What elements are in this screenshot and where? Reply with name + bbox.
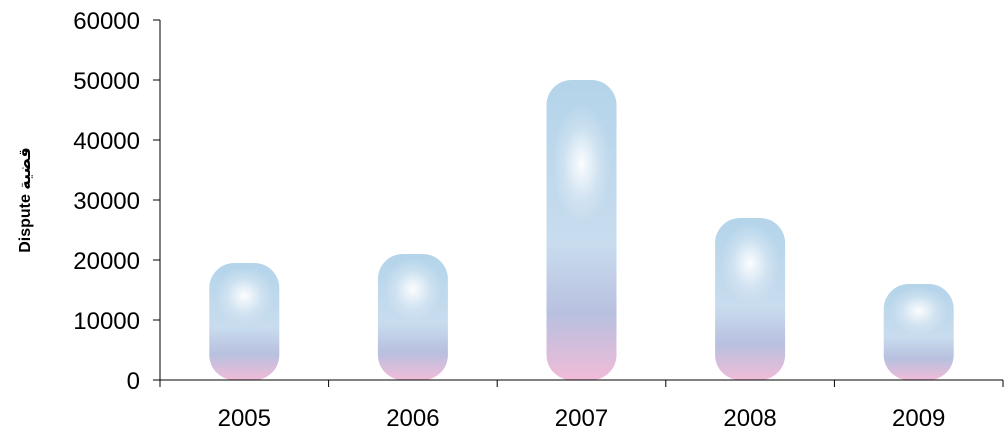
y-axis-ticks: 0 10000 20000 30000 40000 50000 60000: [73, 8, 160, 395]
y-tick-label: 20000: [73, 248, 140, 275]
bar-highlight: [889, 286, 949, 335]
x-tick-label: 2009: [892, 405, 945, 432]
x-axis-ticks: 2005 2006 2007 2008 2009: [159, 380, 1004, 432]
bar-highlight: [552, 104, 611, 224]
x-tick-label: 2007: [555, 405, 608, 432]
y-axis-title: Dispute قضية: [17, 147, 34, 253]
y-tick-label: 0: [127, 368, 140, 395]
y-tick-label: 30000: [73, 188, 140, 215]
x-tick-label: 2006: [386, 405, 439, 432]
y-tick-label: 60000: [73, 8, 140, 35]
y-tick-label: 50000: [73, 68, 140, 95]
bar-highlight: [383, 257, 443, 321]
x-tick-label: 2005: [218, 405, 271, 432]
bar-highlight: [720, 222, 780, 304]
y-tick-label: 40000: [73, 128, 140, 155]
bar-highlight: [214, 266, 274, 326]
bars: [209, 80, 954, 380]
y-tick-label: 10000: [73, 308, 140, 335]
x-tick-label: 2008: [723, 405, 776, 432]
